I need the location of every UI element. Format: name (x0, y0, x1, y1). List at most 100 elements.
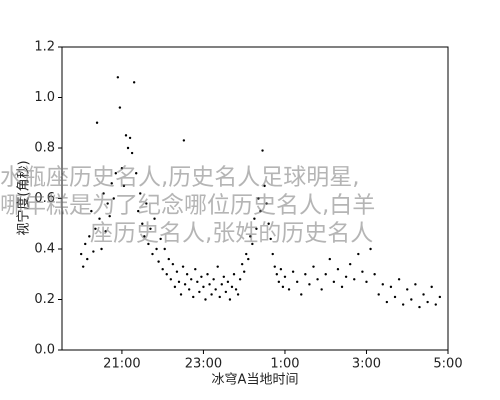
point (128, 136, 132, 140)
x-tick-label: 21:00 (103, 357, 140, 372)
point (389, 285, 393, 289)
point (112, 197, 115, 200)
point (291, 270, 295, 273)
point (228, 298, 232, 301)
point (130, 151, 134, 155)
watermark: 水瓶座历史名人,历史名人足球明星, (0, 165, 360, 191)
point (84, 242, 87, 246)
y-tick-label: 0.4 (34, 242, 55, 257)
point (273, 265, 276, 268)
point (336, 268, 340, 271)
point (95, 121, 99, 124)
point (418, 305, 421, 309)
point (353, 278, 356, 281)
point (328, 257, 331, 261)
point (316, 278, 319, 281)
y-tick-label: 0.0 (34, 343, 55, 358)
point (165, 273, 168, 276)
point (200, 275, 203, 278)
point (410, 298, 413, 301)
point (163, 247, 166, 251)
point (414, 283, 417, 286)
point (187, 288, 191, 291)
point (86, 257, 89, 261)
y-tick-label: 1.0 (34, 90, 55, 105)
point (120, 167, 124, 170)
point (192, 295, 195, 299)
point (249, 235, 252, 238)
point (104, 230, 107, 233)
point (179, 293, 183, 296)
point (151, 252, 154, 256)
point (300, 293, 303, 296)
point (94, 227, 97, 230)
point (275, 273, 279, 276)
point (232, 273, 236, 276)
point (271, 252, 274, 256)
watermark: 座历史名人,张姓的历史名人 (90, 221, 373, 247)
point (157, 260, 160, 263)
point (216, 265, 219, 268)
y-tick-label: 0.6 (34, 191, 55, 206)
point (397, 278, 401, 281)
point (116, 76, 120, 79)
point (242, 270, 246, 273)
point (100, 247, 103, 251)
point (226, 280, 230, 284)
point (393, 295, 397, 299)
y-axis-label: 视宁度(角秒) (16, 160, 32, 235)
point (139, 192, 142, 195)
point (434, 303, 437, 306)
point (145, 202, 148, 205)
point (159, 237, 162, 241)
point (385, 300, 389, 304)
point (210, 293, 213, 296)
point (220, 283, 223, 286)
point (377, 293, 380, 296)
y-tick-label: 1.2 (34, 40, 55, 55)
point (269, 237, 272, 241)
point (255, 227, 258, 230)
point (234, 288, 238, 291)
point (245, 252, 248, 256)
point (365, 280, 368, 284)
point (281, 285, 285, 289)
point (81, 265, 85, 268)
point (257, 197, 260, 200)
point (251, 242, 254, 246)
point (381, 283, 384, 286)
point (153, 217, 156, 220)
point (344, 275, 348, 278)
point (98, 217, 101, 220)
point (196, 280, 199, 284)
point (167, 257, 170, 261)
point (185, 273, 189, 276)
point (79, 252, 83, 256)
watermark: 哪年糕是为了纪念哪位历史名人,白羊 (0, 193, 375, 219)
point (312, 265, 315, 268)
point (259, 209, 262, 213)
point (177, 280, 181, 284)
point (240, 262, 244, 266)
point (287, 288, 291, 291)
point (108, 214, 111, 218)
point (230, 285, 234, 289)
point (194, 268, 197, 271)
point (182, 139, 186, 142)
point (134, 172, 138, 175)
point (122, 184, 126, 188)
point (171, 262, 175, 266)
point (332, 280, 336, 284)
point (143, 235, 146, 238)
point (224, 290, 228, 294)
x-axis-label: 冰穹A当地时间 (212, 372, 299, 388)
y-tick-label: 0.2 (34, 292, 55, 307)
point (357, 252, 360, 256)
point (265, 202, 268, 205)
x-tick-label: 23:00 (185, 357, 222, 372)
point (373, 273, 376, 276)
point (283, 275, 287, 278)
point (147, 242, 150, 246)
point (238, 278, 242, 281)
point (169, 278, 173, 281)
